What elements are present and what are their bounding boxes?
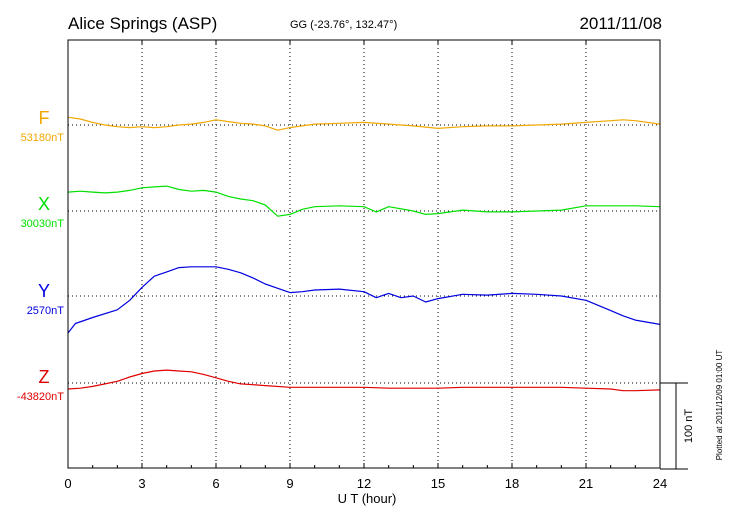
chart-date: 2011/11/08 <box>579 14 662 33</box>
baseline-value-f: 53180nT <box>21 132 65 144</box>
scale-bar: 100 nT <box>660 382 695 470</box>
series-lines <box>67 116 661 392</box>
x-tick-label-3: 3 <box>138 476 145 491</box>
component-label-y: Y <box>38 281 50 301</box>
chart-title: Alice Springs (ASP) <box>68 14 217 33</box>
series-line-z <box>67 369 661 392</box>
plotted-timestamp: Plotted at 2011/12/09 01:00 UT <box>715 350 724 461</box>
component-label-x: X <box>38 194 50 214</box>
component-label-z: Z <box>39 367 50 387</box>
baseline-value-z: -43820nT <box>17 391 64 403</box>
x-axis-ticks: 0 3 6 9 12 15 18 21 24 <box>64 40 667 491</box>
scale-bar-label: 100 nT <box>683 409 695 444</box>
x-axis-label: U T (hour) <box>338 491 397 506</box>
component-labels: F 53180nT X 30030nT Y 2570nT Z -43820nT <box>17 108 64 403</box>
x-tick-label-0: 0 <box>64 476 71 491</box>
baseline-value-y: 2570nT <box>27 305 65 317</box>
series-line-x <box>67 185 661 217</box>
x-tick-label-24: 24 <box>653 476 667 491</box>
x-tick-label-18: 18 <box>505 476 519 491</box>
station-coordinates: GG (-23.76°, 132.47°) <box>290 19 397 31</box>
baselines <box>68 124 660 384</box>
series-line-f <box>67 116 661 131</box>
series-line-y <box>67 266 661 334</box>
x-tick-label-12: 12 <box>357 476 371 491</box>
x-tick-label-6: 6 <box>212 476 219 491</box>
x-tick-label-9: 9 <box>286 476 293 491</box>
x-tick-label-15: 15 <box>431 476 445 491</box>
grid <box>141 40 587 468</box>
baseline-value-x: 30030nT <box>21 218 65 230</box>
component-label-f: F <box>39 108 50 128</box>
x-tick-label-21: 21 <box>579 476 593 491</box>
